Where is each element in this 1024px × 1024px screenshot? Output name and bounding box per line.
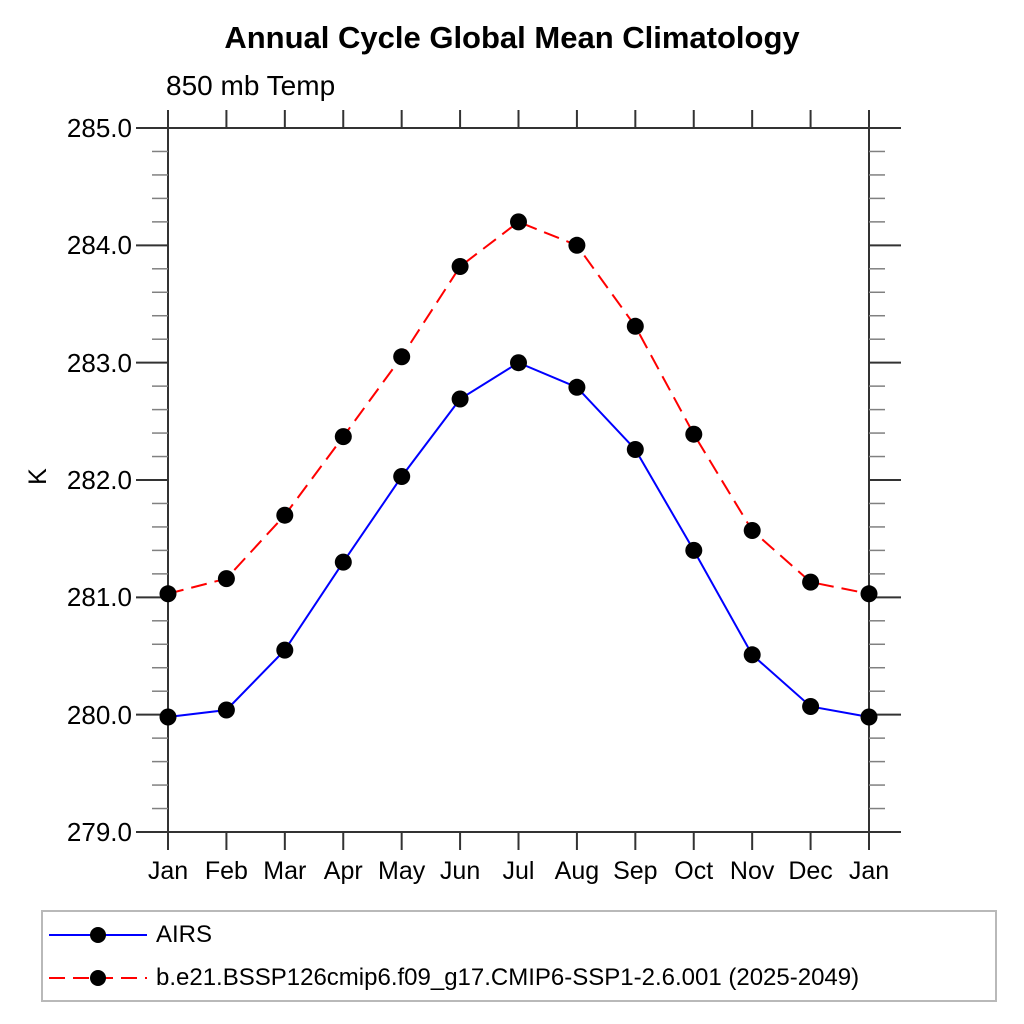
plot-frame <box>167 127 870 833</box>
data-point-0-10 <box>743 646 761 664</box>
data-point-1-9 <box>685 425 703 443</box>
y-tick-label: 280.0 <box>66 699 132 730</box>
legend-line-sample-model <box>49 969 147 986</box>
y-tick-label: 279.0 <box>66 817 132 847</box>
data-point-0-0 <box>159 708 177 726</box>
data-point-0-11 <box>802 698 820 715</box>
x-tick-label-8: Sep <box>613 857 658 885</box>
x-tick-label-3: Apr <box>323 857 363 885</box>
x-tick-label-10: Nov <box>729 857 775 885</box>
data-point-1-6 <box>510 213 527 231</box>
data-point-1-11 <box>802 573 820 591</box>
data-point-0-4 <box>393 468 411 485</box>
legend: AIRS b.e21.BSSP126cmip6.f09_g17.CMIP6-SS… <box>41 910 997 1002</box>
y-tick-label: 282.0 <box>66 465 132 495</box>
x-tick-label-5: Jun <box>439 857 481 885</box>
legend-marker-icon <box>90 969 106 986</box>
legend-marker-icon <box>90 926 106 943</box>
data-point-0-9 <box>685 541 703 559</box>
data-point-0-8 <box>626 441 644 458</box>
x-tick-label-0: Jan <box>147 857 189 885</box>
data-point-1-0 <box>159 585 177 603</box>
data-point-1-8 <box>626 317 644 335</box>
x-tick-label-2: Mar <box>263 857 307 885</box>
legend-label-airs: AIRS <box>156 920 213 948</box>
legend-label-model: b.e21.BSSP126cmip6.f09_g17.CMIP6-SSP1-2.… <box>156 963 860 991</box>
x-tick-label-11: Dec <box>788 857 833 885</box>
data-point-0-2 <box>276 641 294 659</box>
data-point-0-12 <box>860 708 878 726</box>
data-point-0-3 <box>334 553 352 571</box>
x-tick-label-7: Aug <box>554 857 600 885</box>
data-point-0-6 <box>510 354 527 372</box>
legend-line-sample-airs <box>49 926 147 943</box>
x-tick-label-12: Jan <box>848 857 890 885</box>
data-point-0-7 <box>568 378 586 396</box>
data-point-1-3 <box>334 428 352 446</box>
x-tick-label-4: May <box>378 857 426 885</box>
data-point-1-10 <box>743 522 761 539</box>
y-tick-label: 283.0 <box>66 347 132 378</box>
legend-item-model: b.e21.BSSP126cmip6.f09_g17.CMIP6-SSP1-2.… <box>48 961 995 995</box>
y-tick-label: 285.0 <box>66 113 132 143</box>
data-point-1-7 <box>568 236 586 254</box>
data-point-1-5 <box>451 258 469 275</box>
y-tick-label: 284.0 <box>66 230 132 261</box>
data-point-0-1 <box>217 701 235 719</box>
x-tick-label-6: Jul <box>502 857 535 885</box>
data-point-1-2 <box>276 506 294 524</box>
x-tick-label-1: Feb <box>204 857 248 885</box>
data-point-1-4 <box>393 348 411 366</box>
chart-title: Annual Cycle Global Mean Climatology <box>224 20 800 55</box>
data-point-0-5 <box>451 390 469 408</box>
series-line-1 <box>167 220 870 595</box>
x-tick-label-9: Oct <box>674 857 714 885</box>
y-tick-label: 281.0 <box>66 582 132 613</box>
chart-subtitle: 850 mb Temp <box>166 70 336 101</box>
data-point-1-12 <box>860 585 878 603</box>
legend-item-airs: AIRS <box>48 918 995 952</box>
data-point-1-1 <box>217 570 235 588</box>
